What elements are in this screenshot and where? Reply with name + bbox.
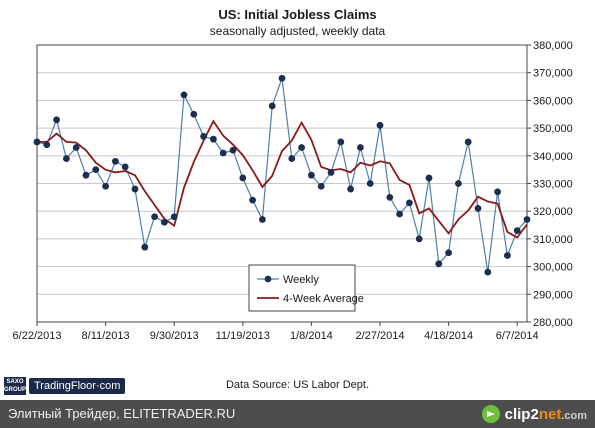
weekly-point [494,188,501,196]
weekly-point [357,144,364,151]
weekly-point [327,169,335,176]
brand-accent: net [538,405,562,423]
weekly-point [200,133,208,140]
weekly-point [53,116,60,124]
chart-subtitle: seasonally adjusted, weekly data [209,24,386,38]
weekly-point [249,196,256,204]
x-tick-label: 9/30/2013 [150,330,199,342]
weekly-point [112,157,119,165]
x-tick-label: 4/18/2014 [424,330,473,342]
footer-site-label: Элитный Трейдер, ELITETRADER.RU [8,406,236,421]
y-tick-label: 370,000 [533,68,573,80]
weekly-point [317,182,325,190]
y-tick-label: 290,000 [533,289,573,301]
weekly-point [474,205,482,212]
weekly-point [308,171,315,179]
weekly-point [43,141,51,149]
weekly-point [376,121,384,129]
y-tick-label: 330,000 [533,179,573,191]
weekly-point [415,235,423,243]
weekly-point [298,144,305,151]
weekly-point [170,213,178,221]
x-tick-label: 1/8/2014 [290,330,333,342]
weekly-point [425,174,433,182]
saxo-group-logo: SAXO GROUP [4,377,27,395]
weekly-point [386,193,394,201]
weekly-point [288,155,296,162]
weekly-point [464,138,472,146]
legend-average-label: 4-Week Average [283,293,364,305]
x-axis-ticks: 6/22/2013 8/11/2013 9/30/2013 11/19/2013 1/8… [13,322,539,342]
weekly-point [210,135,217,143]
y-axis-ticks: 280,000 290,000 300,000 310,000 320,000 330,0… [527,40,573,329]
weekly-point [523,216,531,223]
y-tick-label: 320,000 [533,206,573,218]
data-source: Data Source: US Labor Dept. [225,379,370,391]
x-tick-label: 11/19/2013 [216,330,270,342]
legend: Weekly 4-Week Average [248,264,364,312]
footer-bar: Элитный Трейдер, ELITETRADER.RU clip2net… [0,400,595,428]
brand-main: clip2 [504,405,539,423]
tradingfloor-logo: SAXO GROUP TradingFloor·com [4,376,126,396]
y-tick-label: 310,000 [533,234,573,246]
weekly-point [151,213,159,221]
y-tick-label: 350,000 [533,123,573,135]
weekly-point [229,146,237,154]
weekly-point [102,182,109,190]
jobless-claims-chart: 280,000 290,000 300,000 310,000 320,000 330,0… [13,40,573,342]
four-week-average-line [37,119,528,239]
weekly-point [366,180,374,187]
clip2net-brand: clip2net.com [481,404,587,424]
tradingfloor-wordmark: TradingFloor·com [29,378,126,394]
y-tick-label: 360,000 [533,95,573,107]
weekly-point [92,166,100,174]
y-tick-label: 280,000 [533,317,573,329]
weekly-line [36,77,528,273]
weekly-point [278,74,286,82]
weekly-point [435,260,443,268]
weekly-point [131,185,139,193]
weekly-point [33,138,41,146]
x-tick-label: 6/22/2013 [13,330,62,342]
weekly-point [513,227,521,234]
weekly-point [484,268,492,276]
weekly-point [445,249,452,257]
clip2net-wordmark: clip2net.com [505,406,587,423]
y-tick-label: 300,000 [533,262,573,274]
weekly-point [82,171,90,179]
x-tick-label: 2/27/2014 [356,330,405,342]
x-tick-label: 8/11/2013 [82,330,130,342]
weekly-point [455,180,462,187]
weekly-point [396,210,403,218]
weekly-point [141,243,149,251]
weekly-point [219,149,227,157]
weekly-point [180,91,188,99]
legend-weekly-swatch-marker [264,275,272,283]
weekly-point [63,155,70,162]
chart-title: US: Initial Jobless Claims [218,7,377,22]
weekly-point [72,144,80,151]
legend-weekly-label: Weekly [283,274,319,286]
weekly-point [259,216,266,223]
weekly-point [239,174,247,182]
brand-suffix: .com [561,409,587,422]
weekly-point [337,138,345,146]
legend-box [248,264,356,312]
clip2net-logo-icon [481,405,500,423]
y-tick-label: 340,000 [533,151,573,163]
series [33,74,531,276]
weekly-point [161,218,168,226]
y-tick-label: 380,000 [533,40,573,52]
weekly-point [121,163,129,171]
weekly-point [504,252,511,259]
weekly-point [190,110,198,118]
x-tick-label: 6/7/2014 [496,330,539,342]
weekly-point [406,199,413,207]
weekly-point [347,185,354,193]
weekly-point [268,102,276,110]
